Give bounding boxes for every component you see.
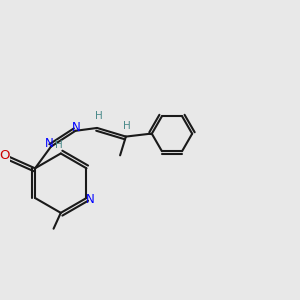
Text: O: O: [0, 149, 10, 162]
Text: H: H: [55, 140, 63, 150]
Text: H: H: [94, 111, 102, 122]
Text: H: H: [123, 121, 130, 130]
Text: N: N: [72, 121, 81, 134]
Text: N: N: [85, 193, 94, 206]
Text: N: N: [45, 137, 54, 150]
